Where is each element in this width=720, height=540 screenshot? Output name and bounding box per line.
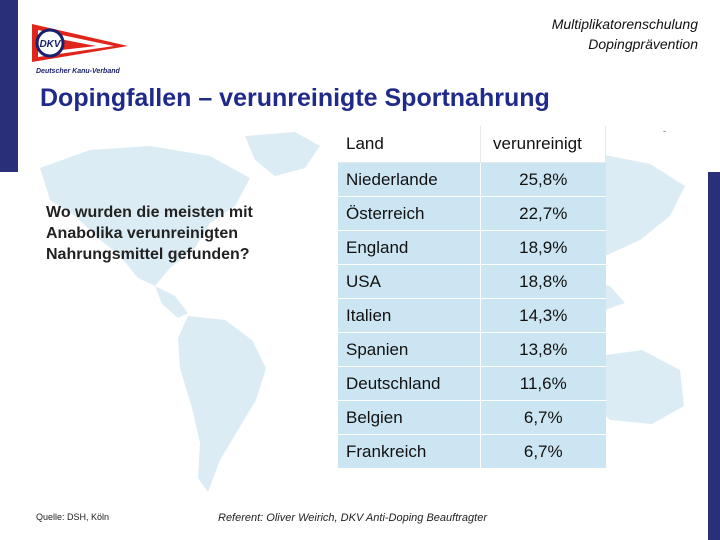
country-cell: Spanien <box>338 332 481 367</box>
svg-text:DKV: DKV <box>39 39 61 50</box>
table-row: Spanien 13,8% <box>338 332 606 367</box>
table-row: England 18,9% <box>338 230 606 265</box>
contamination-table: Land verunreinigt Niederlande 25,8% Öste… <box>338 126 606 469</box>
value-cell: 13,8% <box>480 332 606 367</box>
table-row: Deutschland 11,6% <box>338 366 606 401</box>
page-title: Dopingfallen – verunreinigte Sportnahrun… <box>40 84 550 112</box>
source-note: Quelle: DSH, Köln <box>36 512 110 522</box>
table-row: Italien 14,3% <box>338 298 606 333</box>
decorative-dash: - <box>663 126 666 136</box>
value-cell: 25,8% <box>480 162 606 197</box>
table-row: Frankreich 6,7% <box>338 434 606 469</box>
table-row: Belgien 6,7% <box>338 400 606 435</box>
table-header-row: Land verunreinigt <box>338 126 606 163</box>
country-cell: USA <box>338 264 481 299</box>
country-cell: Frankreich <box>338 434 481 469</box>
dkv-logo-icon: DKV <box>32 24 128 62</box>
value-cell: 6,7% <box>480 400 606 435</box>
value-cell: 18,9% <box>480 230 606 265</box>
value-cell: 18,8% <box>480 264 606 299</box>
referent-note: Referent: Oliver Weirich, DKV Anti-Dopin… <box>218 512 488 524</box>
dkv-logo: DKV Deutscher Kanu-Verband <box>30 10 130 80</box>
country-cell: Belgien <box>338 400 481 435</box>
table-row: USA 18,8% <box>338 264 606 299</box>
country-cell: England <box>338 230 481 265</box>
table-row: Niederlande 25,8% <box>338 162 606 197</box>
right-accent-bar <box>708 172 720 540</box>
country-cell: Deutschland <box>338 366 481 401</box>
country-cell: Italien <box>338 298 481 333</box>
header-line-1: Multiplikatorenschulung <box>551 16 698 32</box>
country-cell: Niederlande <box>338 162 481 197</box>
value-cell: 14,3% <box>480 298 606 333</box>
logo-text: Deutscher Kanu-Verband <box>36 68 120 75</box>
header-verunreinigt: verunreinigt <box>480 126 606 163</box>
left-accent-bar <box>0 0 18 172</box>
header-line-2: Dopingprävention <box>588 36 698 52</box>
header-subtitle: Multiplikatorenschulung Dopingprävention <box>552 14 698 54</box>
header-land: Land <box>338 126 481 163</box>
value-cell: 11,6% <box>480 366 606 401</box>
table-row: Österreich 22,7% <box>338 196 606 231</box>
country-cell: Österreich <box>338 196 481 231</box>
value-cell: 6,7% <box>480 434 606 469</box>
question-text: Wo wurden die meisten mit Anabolika veru… <box>46 204 253 263</box>
value-cell: 22,7% <box>480 196 606 231</box>
